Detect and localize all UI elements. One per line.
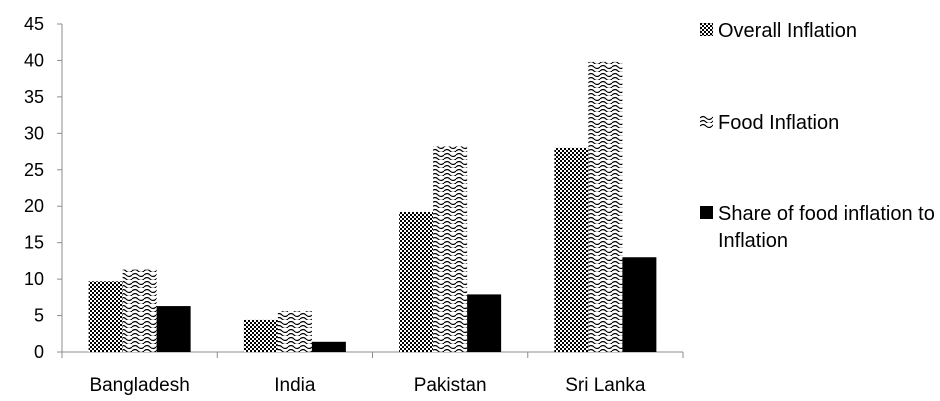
y-tick-label: 25 [24, 160, 44, 180]
x-category-label: Bangladesh [89, 375, 189, 396]
legend-label-overall-inflation: Overall Inflation [718, 20, 857, 42]
legend-swatch-share [700, 206, 713, 219]
y-tick-label: 10 [24, 269, 44, 289]
legend-label-food-inflation: Food Inflation [718, 112, 840, 134]
legend-swatch-food [700, 115, 713, 128]
y-axis: 0 5 10 15 20 25 30 35 40 45 [24, 14, 63, 362]
bar-solid-india [311, 341, 346, 352]
bar-wave-india [277, 311, 312, 352]
x-axis: Bangladesh India Pakistan Sri Lanka [61, 351, 684, 396]
y-tick-label: 30 [24, 123, 44, 143]
bars [88, 61, 657, 352]
bar-checker-sri-lanka [554, 147, 589, 352]
legend-label-share: Share of food inflation to Inflation [718, 203, 935, 252]
bar-wave-bangladesh [122, 269, 157, 352]
x-category-label: India [274, 375, 316, 396]
y-tick-label: 45 [24, 14, 44, 34]
bar-solid-bangladesh [156, 306, 191, 352]
bar-checker-pakistan [399, 212, 434, 352]
bar-wave-pakistan [433, 146, 468, 352]
bar-solid-pakistan [467, 294, 502, 352]
y-tick-label: 5 [34, 306, 44, 326]
legend-item-overall-inflation: Overall Inflation [700, 18, 938, 45]
y-tick-label: 0 [34, 342, 44, 362]
legend-item-food-inflation: Food Inflation [700, 110, 938, 137]
bar-wave-sri-lanka [588, 61, 623, 352]
x-category-label: Pakistan [414, 375, 487, 396]
legend-swatch-overall [700, 23, 713, 36]
y-tick-label: 35 [24, 87, 44, 107]
bar-checker-bangladesh [88, 281, 123, 352]
y-tick-label: 20 [24, 196, 44, 216]
y-tick-label: 15 [24, 233, 44, 253]
legend-item-share: Share of food inflation to Inflation [700, 201, 938, 255]
bar-solid-sri-lanka [622, 257, 657, 352]
y-tick-label: 40 [24, 50, 44, 70]
x-category-label: Sri Lanka [565, 375, 646, 396]
bar-checker-india [243, 319, 278, 352]
